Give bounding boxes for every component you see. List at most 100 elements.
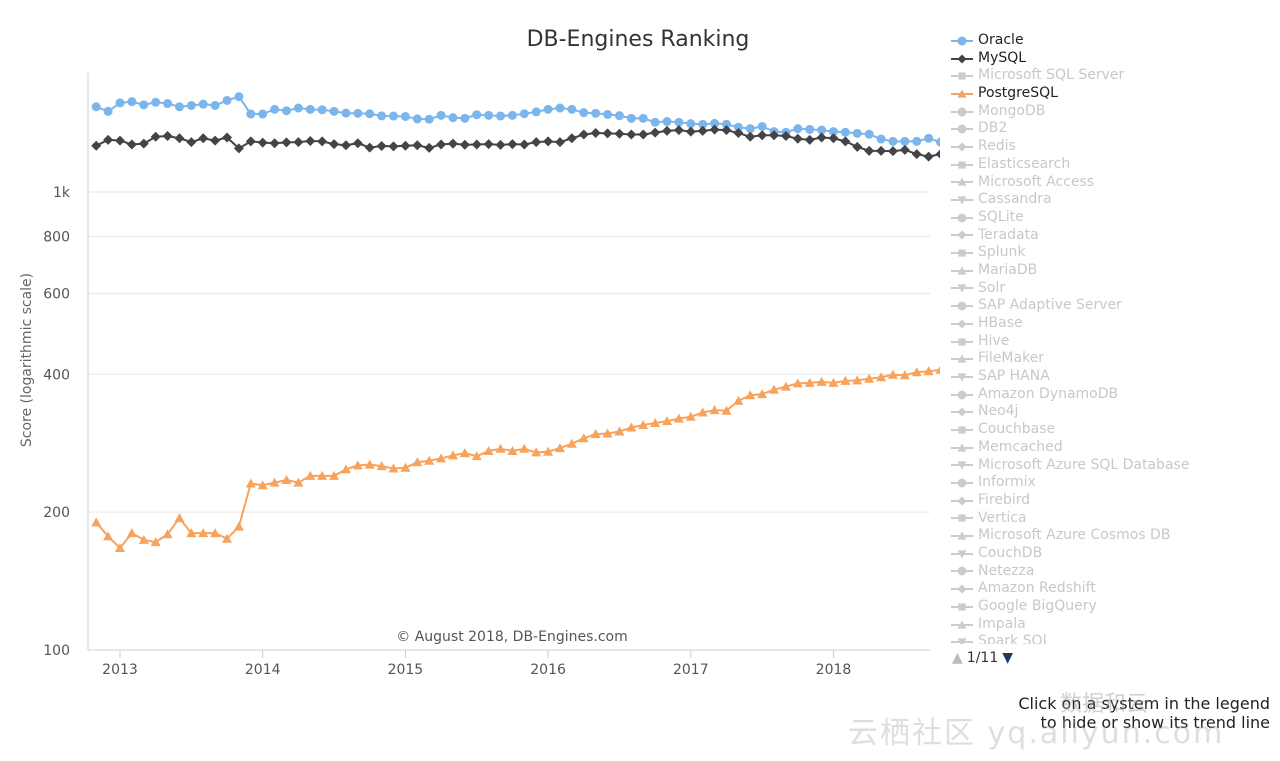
data-point-oracle bbox=[246, 109, 256, 119]
legend-item-firebird[interactable]: Firebird bbox=[950, 492, 1260, 510]
data-point-mysql bbox=[364, 142, 375, 153]
legend-item-neo4j[interactable]: Neo4j bbox=[950, 403, 1260, 421]
data-point-postgresql bbox=[876, 372, 887, 382]
data-point-mysql bbox=[91, 140, 102, 151]
legend-item-db2[interactable]: DB2 bbox=[950, 120, 1260, 138]
data-point-mysql bbox=[709, 124, 720, 135]
legend-item-sap-hana[interactable]: SAP HANA bbox=[950, 368, 1260, 386]
legend-item-couchdb[interactable]: CouchDB bbox=[950, 545, 1260, 563]
legend-item-splunk[interactable]: Splunk bbox=[950, 244, 1260, 262]
data-point-postgresql bbox=[923, 366, 934, 376]
legend-marker bbox=[957, 54, 967, 64]
data-point-mysql bbox=[531, 137, 542, 148]
legend-label: SQLite bbox=[978, 208, 1024, 225]
legend-item-cassandra[interactable]: Cassandra bbox=[950, 191, 1260, 209]
legend-item-mysql[interactable]: MySQL bbox=[950, 50, 1260, 68]
legend-symbol bbox=[951, 478, 973, 488]
legend-label: Memcached bbox=[978, 438, 1063, 455]
legend-item-oracle[interactable]: Oracle bbox=[950, 32, 1260, 50]
legend-label: Oracle bbox=[978, 32, 1024, 48]
legend-label: MongoDB bbox=[978, 102, 1046, 119]
legend-item-netezza[interactable]: Netezza bbox=[950, 563, 1260, 581]
data-point-mysql bbox=[126, 139, 137, 150]
legend-label: Spark SQL bbox=[978, 633, 1051, 644]
data-point-oracle bbox=[852, 128, 862, 138]
legend-label: Microsoft Access bbox=[978, 173, 1095, 190]
data-point-oracle bbox=[258, 109, 268, 119]
data-point-oracle bbox=[614, 111, 624, 121]
data-point-oracle bbox=[448, 113, 458, 123]
y-tick-label: 800 bbox=[43, 229, 70, 245]
legend-item-filemaker[interactable]: FileMaker bbox=[950, 350, 1260, 368]
legend-label: HBase bbox=[978, 315, 1023, 331]
legend-symbol bbox=[951, 461, 973, 470]
data-point-postgresql bbox=[352, 460, 363, 470]
legend-item-google-bigquery[interactable]: Google BigQuery bbox=[950, 598, 1260, 616]
legend-marker bbox=[958, 514, 966, 523]
legend-item-informix[interactable]: Informix bbox=[950, 474, 1260, 492]
legend-item-hbase[interactable]: HBase bbox=[950, 315, 1260, 333]
legend-item-amazon-redshift[interactable]: Amazon Redshift bbox=[950, 580, 1260, 598]
legend-label: Amazon DynamoDB bbox=[978, 385, 1119, 402]
legend-item-microsoft-azure-cosmos-db[interactable]: Microsoft Azure Cosmos DB bbox=[950, 527, 1260, 545]
legend-item-microsoft-azure-sql-database[interactable]: Microsoft Azure SQL Database bbox=[950, 457, 1260, 475]
legend-symbol bbox=[951, 354, 973, 363]
data-point-mysql bbox=[269, 138, 280, 149]
legend-item-postgresql[interactable]: PostgreSQL bbox=[950, 85, 1260, 103]
data-point-oracle bbox=[603, 109, 613, 119]
data-point-mysql bbox=[792, 133, 803, 144]
triangle-down-icon[interactable]: ▼ bbox=[1002, 650, 1014, 666]
legend-item-mariadb[interactable]: MariaDB bbox=[950, 262, 1260, 280]
data-point-postgresql bbox=[911, 367, 922, 377]
legend-item-sqlite[interactable]: SQLite bbox=[950, 209, 1260, 227]
y-tick-label: 200 bbox=[43, 505, 70, 521]
legend-item-microsoft-access[interactable]: Microsoft Access bbox=[950, 174, 1260, 192]
legend-item-impala[interactable]: Impala bbox=[950, 616, 1260, 634]
legend-item-spark-sql[interactable]: Spark SQL bbox=[950, 633, 1260, 644]
legend-item-microsoft-sql-server[interactable]: Microsoft SQL Server bbox=[950, 67, 1260, 85]
chart-credit[interactable]: © August 2018, DB-Engines.com bbox=[396, 629, 628, 645]
legend-label: Netezza bbox=[978, 562, 1035, 579]
data-point-mysql bbox=[138, 138, 149, 149]
legend-item-solr[interactable]: Solr bbox=[950, 280, 1260, 298]
data-point-oracle bbox=[555, 103, 565, 113]
legend-page-label: 1/11 bbox=[966, 650, 999, 666]
data-point-mysql bbox=[578, 129, 589, 140]
triangle-up-icon[interactable]: ▲ bbox=[952, 650, 963, 666]
data-point-oracle bbox=[888, 136, 898, 146]
data-point-oracle bbox=[936, 137, 940, 147]
legend-item-memcached[interactable]: Memcached bbox=[950, 439, 1260, 457]
legend-item-redis[interactable]: Redis bbox=[950, 138, 1260, 156]
legend-item-vertica[interactable]: Vertica bbox=[950, 510, 1260, 528]
legend-item-couchbase[interactable]: Couchbase bbox=[950, 421, 1260, 439]
legend-label: MySQL bbox=[978, 49, 1027, 66]
data-point-mysql bbox=[436, 139, 447, 150]
data-point-mysql bbox=[935, 149, 940, 159]
data-point-postgresql bbox=[115, 542, 125, 552]
legend-marker bbox=[957, 407, 967, 417]
data-point-oracle bbox=[864, 129, 874, 139]
legend-item-sap-adaptive-server[interactable]: SAP Adaptive Server bbox=[950, 297, 1260, 315]
grid-lines bbox=[88, 191, 930, 513]
data-point-oracle bbox=[377, 111, 387, 121]
data-point-postgresql bbox=[293, 477, 304, 487]
legend-marker bbox=[958, 337, 966, 346]
legend-item-mongodb[interactable]: MongoDB bbox=[950, 103, 1260, 121]
data-point-mysql bbox=[412, 140, 423, 151]
legend-item-amazon-dynamodb[interactable]: Amazon DynamoDB bbox=[950, 386, 1260, 404]
legend-symbol bbox=[951, 407, 973, 417]
data-point-mysql bbox=[745, 131, 756, 142]
data-point-oracle bbox=[721, 119, 731, 129]
x-tick-label: 2014 bbox=[245, 662, 281, 678]
legend: Oracle MySQL Microsoft SQL Server PostgreSQ… bbox=[950, 32, 1260, 644]
legend-item-teradata[interactable]: Teradata bbox=[950, 227, 1260, 245]
data-point-postgresql bbox=[317, 470, 328, 480]
data-point-oracle bbox=[139, 100, 149, 110]
data-point-mysql bbox=[852, 141, 863, 152]
legend-item-elasticsearch[interactable]: Elasticsearch bbox=[950, 156, 1260, 174]
y-tick-label: 600 bbox=[43, 287, 70, 303]
legend-item-hive[interactable]: Hive bbox=[950, 333, 1260, 351]
data-point-mysql bbox=[923, 151, 934, 162]
legend-marker bbox=[957, 284, 967, 293]
legend-label: Redis bbox=[978, 138, 1016, 155]
